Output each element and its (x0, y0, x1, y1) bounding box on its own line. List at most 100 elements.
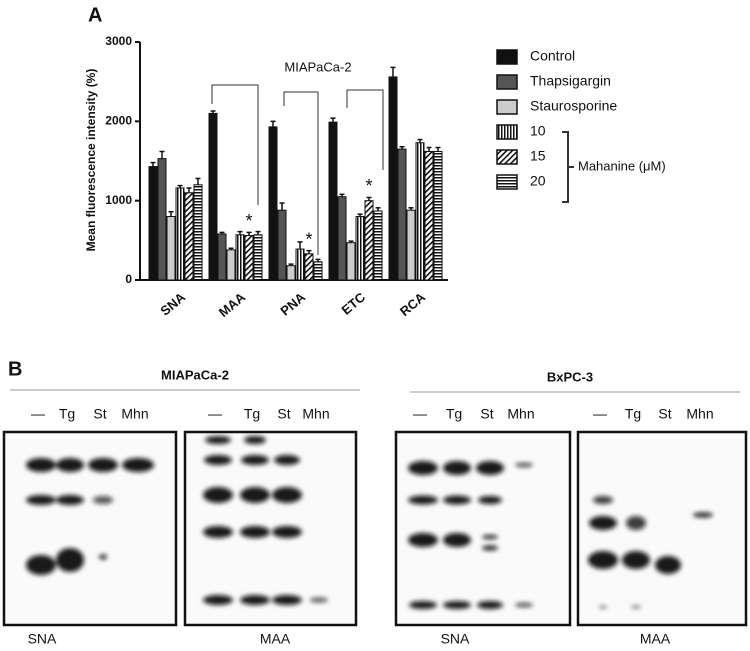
band (26, 555, 56, 575)
bar (193, 184, 203, 281)
lane-label: Mhn (121, 406, 148, 422)
band (310, 597, 328, 603)
band (272, 487, 302, 503)
brackets (211, 84, 574, 255)
band (443, 461, 471, 475)
lane-label: — (593, 406, 607, 422)
band (274, 455, 300, 465)
legend-label: Thapsigargin (530, 73, 611, 89)
bar (208, 112, 218, 281)
band (408, 461, 438, 475)
lane-label: — (208, 406, 222, 422)
lane-label: St (480, 406, 493, 422)
lane-label: Mhn (507, 406, 534, 422)
band (443, 495, 471, 505)
lane-label: Tg (625, 406, 641, 422)
band (655, 556, 681, 574)
band (240, 595, 270, 605)
band (589, 516, 617, 530)
band (622, 551, 650, 569)
band (240, 487, 270, 503)
bar (415, 142, 425, 281)
band (122, 458, 154, 472)
band (408, 533, 438, 547)
blot-caption: MAA (260, 631, 291, 647)
bar (217, 233, 227, 281)
legend-swatch (496, 49, 518, 65)
y-tick-label: 0 (125, 272, 132, 286)
blot-bands (203, 436, 328, 605)
band (476, 461, 504, 475)
y-tick-label: 3000 (105, 34, 132, 48)
blot-caption: MAA (640, 631, 671, 647)
band (477, 601, 503, 609)
bar (346, 242, 356, 281)
bar (184, 192, 194, 281)
band (241, 455, 269, 465)
band (26, 495, 56, 505)
group-title: MIAPaCa-2 (161, 367, 229, 382)
lane-label: Mhn (686, 406, 713, 422)
bar (277, 209, 287, 281)
legend-swatch (496, 174, 518, 190)
band (88, 458, 118, 472)
band (272, 526, 302, 538)
panel-label: A (88, 4, 102, 26)
blot-bands (588, 496, 713, 609)
band (588, 551, 618, 569)
bar (253, 234, 263, 281)
band (693, 512, 713, 518)
legend-label: 15 (530, 148, 546, 164)
legend-swatch (496, 149, 518, 165)
lane-label: St (277, 406, 290, 422)
band (99, 554, 107, 560)
legend-label: Control (530, 48, 575, 64)
bar (433, 150, 443, 281)
legend-label: 10 (530, 123, 546, 139)
band (240, 526, 270, 538)
band (408, 495, 438, 505)
legend-swatch (496, 99, 518, 115)
band (626, 516, 646, 530)
band (244, 436, 266, 444)
band (409, 601, 437, 609)
band (26, 458, 56, 472)
lane-label: St (93, 406, 106, 422)
legend-label: Staurosporine (530, 98, 617, 114)
bar (364, 200, 374, 281)
bar (406, 209, 416, 281)
band (599, 605, 607, 609)
bar (328, 121, 338, 281)
x-tick-label: MAA (216, 289, 249, 320)
significance-mark: * (305, 229, 312, 249)
band (204, 455, 232, 465)
bar (355, 216, 365, 281)
band (203, 595, 233, 605)
blot-caption: SNA (28, 631, 57, 647)
band (203, 487, 233, 503)
bar (166, 216, 176, 281)
y-tick-label: 1000 (105, 193, 132, 207)
legend-label: 20 (530, 173, 546, 189)
bar (304, 253, 314, 281)
y-axis-label: Mean fluorescence intensity (%) (84, 69, 98, 252)
band (478, 496, 502, 504)
significance-mark: * (245, 211, 252, 231)
x-tick-label: ETC (339, 289, 369, 318)
band (515, 603, 533, 607)
band (272, 595, 302, 605)
lane-label: St (658, 406, 671, 422)
band (593, 496, 613, 504)
bar (295, 248, 305, 281)
x-tick-label: SNA (157, 289, 188, 319)
band (93, 496, 113, 504)
blot-frame (394, 430, 572, 627)
bar (373, 210, 383, 281)
bar (148, 166, 158, 281)
band (203, 526, 233, 538)
band (482, 545, 498, 551)
bar (244, 235, 254, 281)
band (443, 601, 471, 609)
lane-label: — (413, 406, 427, 422)
